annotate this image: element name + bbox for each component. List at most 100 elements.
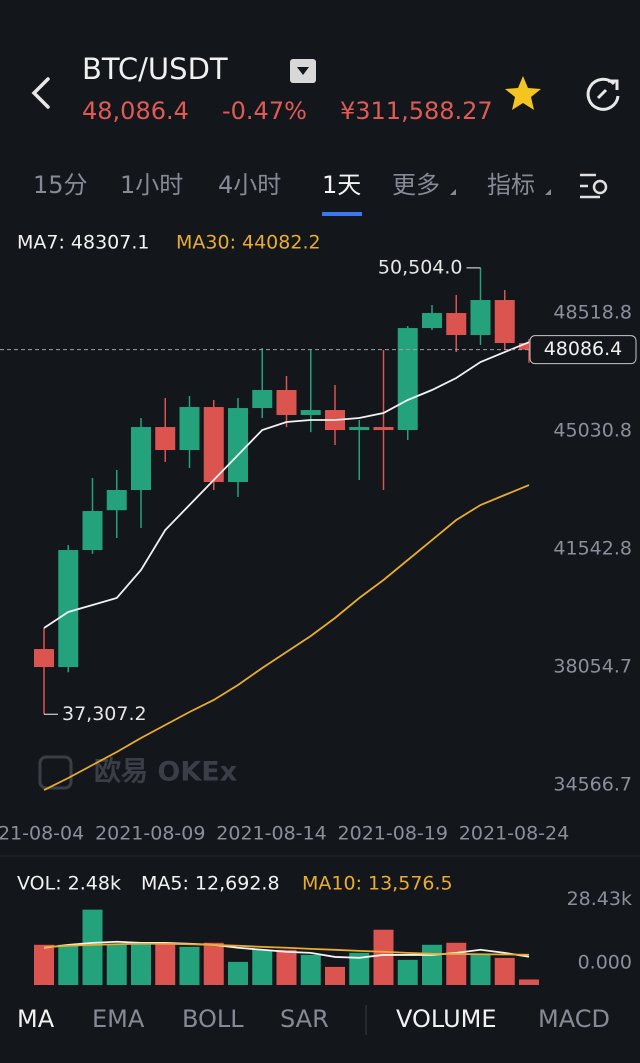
volume-bar bbox=[373, 929, 394, 985]
candle-body bbox=[179, 407, 200, 451]
candle-body bbox=[422, 313, 442, 329]
candle-body bbox=[373, 427, 394, 431]
volume-bar bbox=[131, 942, 151, 985]
volume-bar bbox=[82, 909, 103, 985]
last-price-box bbox=[529, 335, 637, 365]
volume-ma-line bbox=[43, 942, 530, 956]
volume-bar bbox=[397, 959, 418, 985]
refresh-button[interactable] bbox=[586, 77, 620, 111]
settings-gear bbox=[592, 179, 608, 195]
x-tick-label: 2021-08-24 bbox=[459, 823, 569, 845]
volume-bar bbox=[349, 952, 370, 985]
candle-body bbox=[519, 343, 539, 350]
indicator-tabs: MA EMA BOLL SAR VOLUME MACD bbox=[17, 1005, 610, 1033]
volume-bar bbox=[470, 954, 491, 985]
candle-body bbox=[58, 550, 79, 668]
y-tick-label: 45030.8 bbox=[553, 420, 632, 442]
candle-body bbox=[494, 300, 515, 344]
back-button[interactable] bbox=[31, 77, 50, 109]
ma-legend: MA7: 48307.1 bbox=[17, 232, 150, 254]
volume-legend: MA5: 12,692.8 bbox=[141, 873, 280, 895]
low-label: 37,307.2 bbox=[62, 703, 147, 725]
indicator-tab[interactable]: BOLL bbox=[182, 1005, 244, 1033]
volume-legend: VOL: 2.48k bbox=[17, 873, 121, 895]
tab-underline bbox=[322, 212, 362, 216]
refresh-icon bbox=[586, 77, 620, 111]
cny-price: ¥311,588.27 bbox=[340, 97, 493, 125]
candle-body bbox=[446, 313, 467, 336]
volume-bar bbox=[300, 954, 321, 985]
candle-body bbox=[300, 410, 321, 416]
watermark: 欧易 OKEx bbox=[38, 755, 237, 790]
x-tick-label: 2021-08-04 bbox=[0, 823, 84, 845]
volume-bar bbox=[325, 966, 345, 985]
ma-line bbox=[43, 341, 530, 629]
y-tick-label: 38054.7 bbox=[553, 656, 632, 678]
volume-bar bbox=[228, 961, 248, 985]
refresh-needle bbox=[596, 88, 608, 100]
candle-body bbox=[82, 511, 103, 551]
candle-body bbox=[228, 408, 248, 483]
volume-bar bbox=[155, 942, 176, 985]
indicator-tab[interactable]: MACD bbox=[538, 1005, 610, 1033]
candle-body bbox=[106, 490, 127, 511]
timeframe-tabs: 15分 1小时 4小时 1天 更多 指标 bbox=[33, 171, 551, 216]
y-tick-label: 48518.8 bbox=[553, 302, 632, 324]
candle-body bbox=[252, 390, 273, 409]
chart-settings[interactable] bbox=[580, 173, 608, 199]
tab[interactable]: 1小时 bbox=[120, 171, 183, 199]
volume-bar bbox=[276, 949, 297, 985]
watermark-logo bbox=[38, 755, 73, 790]
indicator-tab[interactable]: SAR bbox=[280, 1005, 329, 1033]
volume-tick-label: 0.000 bbox=[578, 952, 632, 974]
candle-body bbox=[203, 407, 224, 483]
x-tick-label: 2021-08-09 bbox=[95, 823, 205, 845]
indicator-caret bbox=[545, 189, 551, 195]
volume-bar bbox=[446, 942, 467, 985]
candle-body bbox=[470, 300, 491, 336]
more-caret bbox=[450, 189, 456, 195]
y-tick-label: 41542.8 bbox=[553, 538, 632, 560]
x-tick-label: 2021-08-19 bbox=[338, 823, 448, 845]
price-change: -0.47% bbox=[222, 97, 307, 125]
tab[interactable]: 1天 bbox=[322, 171, 361, 199]
indicator-tab[interactable]: VOLUME bbox=[396, 1005, 497, 1033]
indicator-tab[interactable]: EMA bbox=[92, 1005, 145, 1033]
high-label: 50,504.0 bbox=[378, 256, 463, 278]
ma-legend: MA30: 44082.2 bbox=[176, 232, 321, 254]
x-tick-label: 2021-08-14 bbox=[216, 823, 326, 845]
volume-legend: MA10: 13,576.5 bbox=[302, 873, 453, 895]
dropdown-arrow bbox=[297, 67, 309, 75]
volume-bar bbox=[34, 944, 54, 985]
tab[interactable]: 15分 bbox=[33, 171, 88, 199]
candle-body bbox=[34, 649, 54, 668]
candle-body bbox=[276, 390, 297, 416]
pair-title[interactable]: BTC/USDT bbox=[82, 52, 228, 86]
indicator-tab[interactable]: MA bbox=[17, 1005, 55, 1033]
volume-bar bbox=[519, 979, 539, 985]
tab[interactable]: 4小时 bbox=[218, 171, 281, 199]
watermark-text: 欧易 OKEx bbox=[94, 757, 237, 788]
candle-body bbox=[349, 427, 370, 431]
volume-bar bbox=[252, 949, 273, 985]
tab[interactable]: 指标 bbox=[487, 171, 535, 199]
volume-tick-label: 28.43k bbox=[567, 888, 632, 910]
refresh-arrow bbox=[608, 79, 619, 90]
candle-body bbox=[155, 427, 176, 451]
candle-body bbox=[397, 328, 418, 431]
candle-body bbox=[131, 427, 151, 491]
volume-bar bbox=[494, 957, 515, 985]
last-price: 48,086.4 bbox=[82, 97, 189, 125]
volume-bar bbox=[179, 946, 200, 985]
volume-bar bbox=[58, 944, 79, 985]
volume-bar bbox=[203, 942, 224, 985]
tab[interactable]: 更多 bbox=[392, 171, 440, 199]
last-price-label: 48086.4 bbox=[544, 338, 623, 360]
favorite-star[interactable] bbox=[505, 76, 541, 110]
volume-bar bbox=[106, 944, 127, 985]
ma-line bbox=[43, 484, 530, 791]
settings-lines bbox=[580, 173, 600, 199]
y-tick-label: 34566.7 bbox=[553, 773, 632, 795]
